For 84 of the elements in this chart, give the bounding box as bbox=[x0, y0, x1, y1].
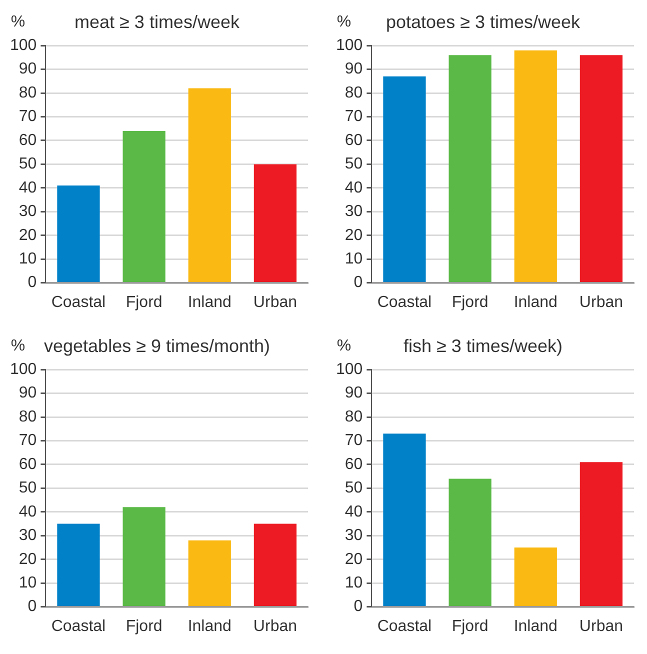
x-tick-label: Urban bbox=[253, 294, 297, 311]
y-tick-label: 80 bbox=[344, 408, 363, 426]
y-axis-title: % bbox=[10, 13, 26, 30]
y-tick-label: 60 bbox=[18, 132, 37, 149]
y-tick-label: 10 bbox=[344, 574, 363, 592]
bar bbox=[122, 507, 166, 606]
bar bbox=[514, 50, 557, 282]
y-tick-label: 80 bbox=[344, 84, 363, 102]
y-tick-label: 40 bbox=[18, 503, 37, 520]
x-tick-label: Fjord bbox=[452, 294, 488, 311]
x-tick-label: Inland bbox=[514, 618, 558, 635]
y-tick-label: 80 bbox=[18, 408, 37, 426]
y-tick-label: 30 bbox=[18, 203, 37, 220]
y-tick-label: 40 bbox=[18, 179, 37, 196]
y-tick-label: 60 bbox=[344, 456, 363, 473]
chart-title: vegetables ≥ 9 times/month) bbox=[44, 336, 270, 356]
bar bbox=[254, 164, 297, 282]
x-tick-label: Inland bbox=[188, 294, 232, 311]
y-tick-label: 60 bbox=[344, 132, 363, 149]
bar bbox=[383, 76, 426, 282]
bar bbox=[254, 524, 297, 606]
y-tick-label: 90 bbox=[344, 384, 363, 402]
y-tick-label: 50 bbox=[344, 480, 363, 497]
x-tick-label: Coastal bbox=[51, 294, 106, 311]
bar bbox=[57, 524, 100, 606]
bar bbox=[514, 548, 557, 606]
x-tick-label: Coastal bbox=[51, 618, 106, 635]
bar bbox=[580, 55, 623, 282]
y-tick-label: 20 bbox=[344, 226, 363, 244]
y-tick-label: 50 bbox=[18, 156, 37, 173]
bar bbox=[188, 540, 231, 606]
y-tick-label: 0 bbox=[28, 274, 37, 292]
y-tick-label: 20 bbox=[18, 550, 37, 568]
y-tick-label: 70 bbox=[18, 432, 37, 450]
x-tick-label: Fjord bbox=[126, 294, 162, 311]
y-tick-label: 90 bbox=[344, 60, 363, 78]
y-tick-label: 100 bbox=[336, 361, 363, 378]
y-axis-title: % bbox=[336, 13, 352, 30]
y-tick-label: 90 bbox=[18, 384, 37, 402]
bar bbox=[188, 88, 231, 282]
y-tick-label: 50 bbox=[344, 156, 363, 173]
y-tick-label: 100 bbox=[10, 361, 37, 378]
x-tick-label: Inland bbox=[188, 618, 232, 635]
y-tick-label: 100 bbox=[10, 37, 37, 54]
y-tick-label: 0 bbox=[28, 598, 37, 616]
y-tick-label: 60 bbox=[18, 456, 37, 473]
bar bbox=[580, 462, 623, 606]
x-tick-label: Coastal bbox=[377, 618, 432, 635]
y-tick-label: 10 bbox=[18, 250, 37, 268]
y-tick-label: 0 bbox=[354, 598, 363, 616]
bar bbox=[448, 478, 492, 606]
y-tick-label: 70 bbox=[344, 108, 363, 126]
y-axis-title: % bbox=[336, 337, 352, 354]
y-axis-title: % bbox=[10, 337, 26, 354]
bar bbox=[383, 434, 426, 606]
x-tick-label: Urban bbox=[579, 294, 623, 311]
y-tick-label: 100 bbox=[336, 37, 363, 54]
x-tick-label: Inland bbox=[514, 294, 558, 311]
chart-title: potatoes ≥ 3 times/week bbox=[386, 12, 581, 32]
y-tick-label: 70 bbox=[344, 432, 363, 450]
x-tick-label: Urban bbox=[579, 618, 623, 635]
x-tick-label: Fjord bbox=[126, 618, 162, 635]
chart-title: fish ≥ 3 times/week) bbox=[404, 336, 562, 356]
bar bbox=[122, 130, 166, 282]
x-tick-label: Fjord bbox=[452, 618, 488, 635]
y-tick-label: 70 bbox=[18, 108, 37, 126]
y-tick-label: 40 bbox=[344, 179, 363, 196]
y-tick-label: 30 bbox=[18, 527, 37, 544]
y-tick-label: 10 bbox=[18, 574, 37, 592]
y-tick-label: 50 bbox=[18, 480, 37, 497]
x-tick-label: Coastal bbox=[377, 294, 432, 311]
y-tick-label: 20 bbox=[18, 226, 37, 244]
y-tick-label: 90 bbox=[18, 60, 37, 78]
y-tick-label: 0 bbox=[354, 274, 363, 292]
y-tick-label: 30 bbox=[344, 203, 363, 220]
y-tick-label: 40 bbox=[344, 503, 363, 520]
y-tick-label: 20 bbox=[344, 550, 363, 568]
y-tick-label: 10 bbox=[344, 250, 363, 268]
chart-title: meat ≥ 3 times/week bbox=[74, 12, 240, 32]
x-tick-label: Urban bbox=[253, 618, 297, 635]
y-tick-label: 80 bbox=[18, 84, 37, 102]
bar bbox=[57, 186, 100, 282]
bar bbox=[448, 55, 492, 282]
y-tick-label: 30 bbox=[344, 527, 363, 544]
